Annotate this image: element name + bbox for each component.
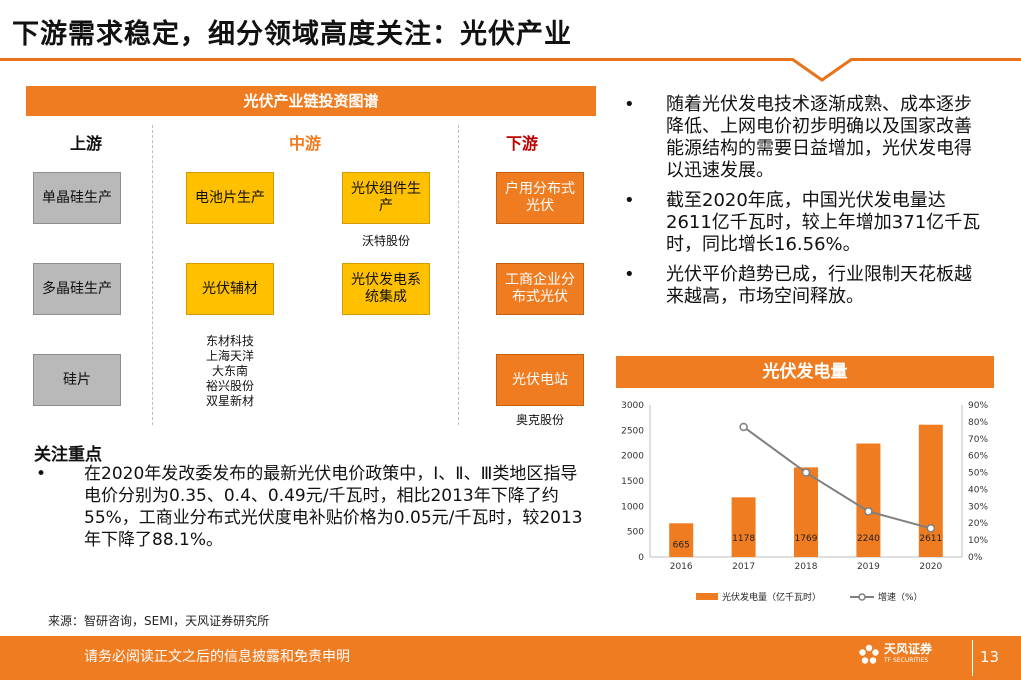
box-module: 光伏组件生产 xyxy=(342,172,430,224)
growth-point xyxy=(801,468,811,477)
y-right-tick-label: 40% xyxy=(968,485,988,495)
bar-data-label: 1178 xyxy=(732,534,755,544)
page-number: 13 xyxy=(980,648,1000,666)
box-commercial-pv: 工商企业分布式光伏 xyxy=(496,263,584,315)
box-cell: 电池片生产 xyxy=(186,172,274,224)
box-power-station: 光伏电站 xyxy=(496,354,584,406)
y-left-tick-label: 3000 xyxy=(621,401,644,411)
y-left-tick-label: 2000 xyxy=(621,452,644,462)
x-tick-label: 2018 xyxy=(795,562,818,572)
growth-line xyxy=(743,426,932,530)
company-item: 双星新材 xyxy=(205,394,254,408)
y-right-tick-label: 10% xyxy=(968,536,988,546)
growth-point xyxy=(926,524,936,533)
legend-line-label: 增速（%） xyxy=(878,591,923,603)
y-right-tick-label: 90% xyxy=(968,401,988,411)
company-item: 裕兴股份 xyxy=(205,379,254,393)
box-poly-silicon: 多晶硅生产 xyxy=(33,263,121,315)
y-left-tick-label: 1500 xyxy=(621,477,644,487)
bullet-item: 截至2020年底，中国光伏发电量达2611亿千瓦时，较上年增加371亿千瓦时，同… xyxy=(618,190,988,256)
y-right-tick-label: 70% xyxy=(968,435,988,445)
x-tick-label: 2016 xyxy=(670,562,693,572)
x-tick-label: 2020 xyxy=(919,562,942,572)
source-note: 来源：智研咨询，SEMI，天风证券研究所 xyxy=(48,614,270,628)
bullet-list: 随着光伏发电技术逐渐成熟、成本逐步降低、上网电价初步明确以及国家改善能源结构的需… xyxy=(618,94,988,316)
bar xyxy=(918,424,943,557)
y-right-tick-label: 80% xyxy=(968,418,988,428)
bar-data-label: 2611 xyxy=(919,534,942,544)
company-item: 东材科技 xyxy=(205,334,254,348)
growth-point xyxy=(864,507,873,516)
chart-header: 光伏发电量 xyxy=(616,356,994,388)
legend-bar-swatch xyxy=(696,593,718,600)
legend-line-marker xyxy=(858,593,866,601)
bar xyxy=(794,467,818,557)
bullet-item: 随着光伏发电技术逐渐成熟、成本逐步降低、上网电价初步明确以及国家改善能源结构的需… xyxy=(618,94,988,182)
title-notch xyxy=(792,58,852,82)
title-underline xyxy=(0,58,1021,61)
company-item: 上海天洋 xyxy=(205,349,254,363)
box-wafer: 硅片 xyxy=(33,354,121,406)
company-logo: 天风证券 TF SECURITIES xyxy=(858,642,933,666)
bar xyxy=(731,497,756,557)
box-auxiliary: 光伏辅材 xyxy=(186,263,274,315)
focus-list: 在2020年发改委发布的最新光伏电价政策中，Ⅰ、Ⅱ、Ⅲ类地区指导电价分别为0.3… xyxy=(30,463,590,551)
bullet-item: 光伏平价趋势已成，行业限制天花板越来越高，市场空间释放。 xyxy=(618,264,988,308)
downstream-label: 下游 xyxy=(505,134,538,153)
midstream-label: 中游 xyxy=(288,134,321,153)
company-module: 沃特股份 xyxy=(361,234,410,248)
y-right-tick-label: 60% xyxy=(968,452,988,462)
logo-flower-icon xyxy=(859,644,879,664)
growth-point xyxy=(739,422,748,432)
chain-header: 光伏产业链投资图谱 xyxy=(26,86,596,116)
box-mono-silicon: 单晶硅生产 xyxy=(33,172,121,224)
y-right-tick-label: 0% xyxy=(968,553,983,563)
y-left-tick-label: 1000 xyxy=(621,502,644,512)
y-right-tick-label: 30% xyxy=(968,502,988,512)
upstream-label: 上游 xyxy=(69,134,102,153)
footer-bar xyxy=(0,636,1021,680)
box-residential-pv: 户用分布式光伏 xyxy=(496,172,584,224)
y-left-tick-label: 0 xyxy=(638,553,644,563)
y-right-tick-label: 20% xyxy=(968,519,988,529)
box-system-integration: 光伏发电系统集成 xyxy=(342,263,430,315)
footer-separator xyxy=(972,640,973,676)
divider-1 xyxy=(152,125,153,425)
x-tick-label: 2017 xyxy=(732,562,755,572)
company-station: 奥克股份 xyxy=(515,413,564,427)
page-title: 下游需求稳定，细分领域高度关注：光伏产业 xyxy=(12,19,572,50)
x-tick-label: 2019 xyxy=(857,562,880,572)
bar-data-label: 2240 xyxy=(857,534,880,544)
focus-item: 在2020年发改委发布的最新光伏电价政策中，Ⅰ、Ⅱ、Ⅲ类地区指导电价分别为0.3… xyxy=(30,463,590,551)
logo-text: 天风证券 TF SECURITIES xyxy=(884,642,933,664)
legend-bar-label: 光伏发电量（亿千瓦时） xyxy=(722,591,821,603)
bar-data-label: 665 xyxy=(673,540,690,550)
bar xyxy=(856,443,881,557)
y-right-tick-label: 50% xyxy=(968,469,988,479)
disclaimer[interactable]: 请务必阅读正文之后的信息披露和免责申明 xyxy=(84,649,350,665)
y-left-tick-label: 2500 xyxy=(621,426,644,436)
y-left-tick-label: 500 xyxy=(627,528,644,538)
focus-title: 关注重点 xyxy=(34,445,102,465)
company-item: 大东南 xyxy=(211,364,248,378)
bar-data-label: 1769 xyxy=(795,534,818,544)
bar xyxy=(669,523,694,557)
divider-2 xyxy=(458,125,459,425)
company-list-aux: 东材科技 上海天洋 大东南 裕兴股份 双星新材 xyxy=(186,334,274,409)
